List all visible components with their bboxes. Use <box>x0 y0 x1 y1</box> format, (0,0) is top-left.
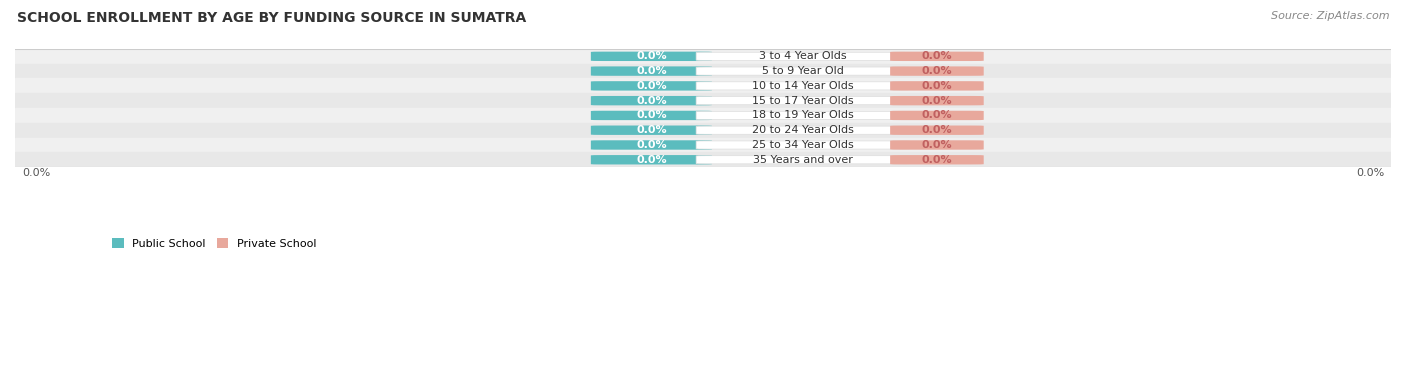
Text: 0.0%: 0.0% <box>921 125 952 135</box>
Bar <box>15 78 1391 93</box>
Text: 0.0%: 0.0% <box>921 81 952 91</box>
Text: 3 to 4 Year Olds: 3 to 4 Year Olds <box>759 51 846 61</box>
Text: SCHOOL ENROLLMENT BY AGE BY FUNDING SOURCE IN SUMATRA: SCHOOL ENROLLMENT BY AGE BY FUNDING SOUR… <box>17 11 526 25</box>
FancyBboxPatch shape <box>696 82 910 90</box>
Text: 18 to 19 Year Olds: 18 to 19 Year Olds <box>752 110 853 120</box>
Text: 0.0%: 0.0% <box>1355 168 1384 178</box>
Text: 25 to 34 Year Olds: 25 to 34 Year Olds <box>752 140 853 150</box>
Text: 0.0%: 0.0% <box>636 51 666 61</box>
FancyBboxPatch shape <box>696 111 910 120</box>
Text: 0.0%: 0.0% <box>921 51 952 61</box>
FancyBboxPatch shape <box>696 126 910 134</box>
Text: 0.0%: 0.0% <box>636 140 666 150</box>
Legend: Public School, Private School: Public School, Private School <box>112 238 316 248</box>
Text: 0.0%: 0.0% <box>921 96 952 106</box>
FancyBboxPatch shape <box>890 96 984 105</box>
Text: 0.0%: 0.0% <box>921 66 952 76</box>
FancyBboxPatch shape <box>591 155 711 164</box>
FancyBboxPatch shape <box>890 155 984 164</box>
Bar <box>15 49 1391 64</box>
FancyBboxPatch shape <box>591 140 711 150</box>
Text: 0.0%: 0.0% <box>636 66 666 76</box>
FancyBboxPatch shape <box>890 52 984 61</box>
FancyBboxPatch shape <box>591 126 711 135</box>
Bar <box>15 152 1391 167</box>
Text: 15 to 17 Year Olds: 15 to 17 Year Olds <box>752 96 853 106</box>
Text: 10 to 14 Year Olds: 10 to 14 Year Olds <box>752 81 853 91</box>
FancyBboxPatch shape <box>591 96 711 105</box>
Text: 0.0%: 0.0% <box>636 125 666 135</box>
Bar <box>15 64 1391 78</box>
Text: 0.0%: 0.0% <box>921 110 952 120</box>
FancyBboxPatch shape <box>890 140 984 150</box>
FancyBboxPatch shape <box>696 67 910 75</box>
Text: 0.0%: 0.0% <box>636 96 666 106</box>
FancyBboxPatch shape <box>696 141 910 149</box>
Bar <box>15 123 1391 138</box>
Text: 20 to 24 Year Olds: 20 to 24 Year Olds <box>752 125 853 135</box>
Text: 0.0%: 0.0% <box>636 110 666 120</box>
Text: 0.0%: 0.0% <box>921 155 952 165</box>
Bar <box>15 138 1391 152</box>
FancyBboxPatch shape <box>696 156 910 164</box>
FancyBboxPatch shape <box>591 66 711 76</box>
Text: 5 to 9 Year Old: 5 to 9 Year Old <box>762 66 844 76</box>
Text: 0.0%: 0.0% <box>22 168 51 178</box>
FancyBboxPatch shape <box>696 97 910 105</box>
FancyBboxPatch shape <box>696 52 910 60</box>
Bar <box>15 108 1391 123</box>
FancyBboxPatch shape <box>890 66 984 76</box>
Text: 0.0%: 0.0% <box>636 155 666 165</box>
Text: 0.0%: 0.0% <box>636 81 666 91</box>
FancyBboxPatch shape <box>591 111 711 120</box>
Text: 35 Years and over: 35 Years and over <box>752 155 852 165</box>
FancyBboxPatch shape <box>890 126 984 135</box>
Text: 0.0%: 0.0% <box>921 140 952 150</box>
FancyBboxPatch shape <box>890 81 984 90</box>
FancyBboxPatch shape <box>591 52 711 61</box>
FancyBboxPatch shape <box>591 81 711 90</box>
Text: Source: ZipAtlas.com: Source: ZipAtlas.com <box>1271 11 1389 21</box>
Bar <box>15 93 1391 108</box>
FancyBboxPatch shape <box>890 111 984 120</box>
